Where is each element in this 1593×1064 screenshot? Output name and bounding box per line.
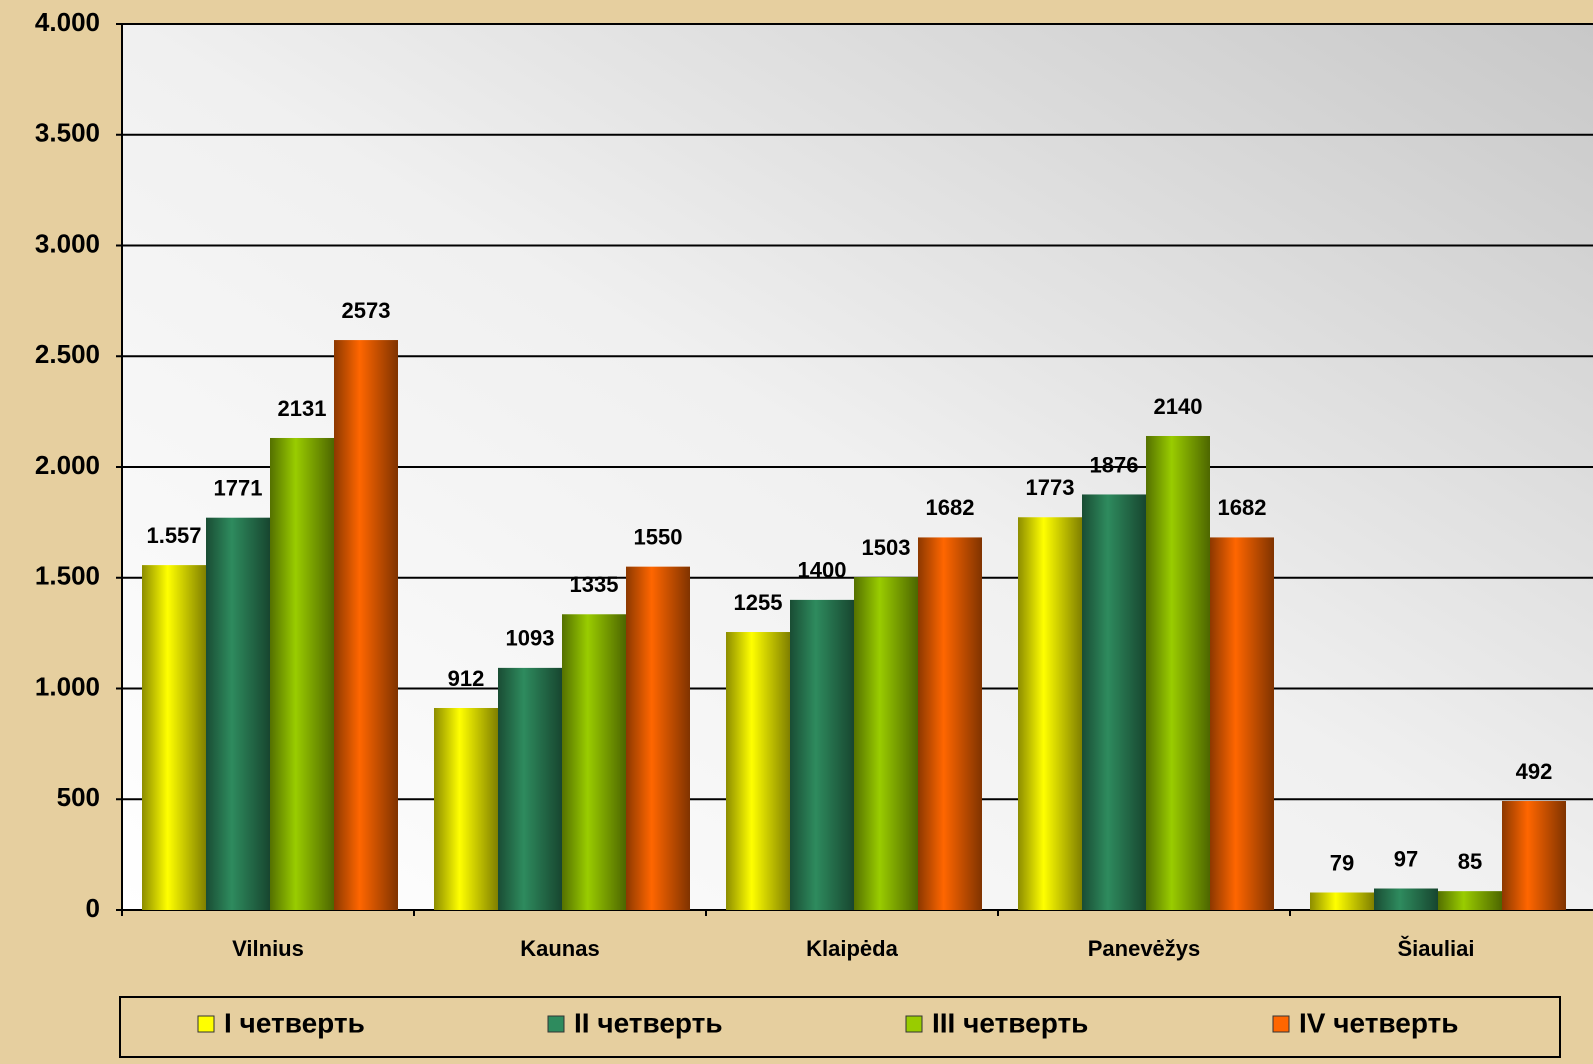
x-tick-label: Kaunas xyxy=(520,936,599,961)
legend-swatch xyxy=(1272,1015,1290,1033)
data-label: 85 xyxy=(1458,849,1482,874)
bar-shade xyxy=(498,667,562,910)
bar-shade xyxy=(270,437,334,910)
data-label: 1255 xyxy=(734,590,783,615)
legend-swatch xyxy=(905,1015,923,1033)
data-label: 1503 xyxy=(862,535,911,560)
bar-shade xyxy=(1082,494,1146,910)
bar-shade xyxy=(1502,801,1566,910)
x-tick-label: Klaipėda xyxy=(806,936,898,961)
x-tick-label: Panevėžys xyxy=(1088,936,1201,961)
legend-box xyxy=(119,996,1561,1058)
data-label: 1771 xyxy=(214,476,263,501)
data-label: 2140 xyxy=(1154,394,1203,419)
bar-shade xyxy=(1438,891,1502,910)
data-label: 1400 xyxy=(798,558,847,583)
bar-shade xyxy=(434,707,498,910)
y-tick-label: 4.000 xyxy=(35,7,100,37)
legend-swatch xyxy=(197,1015,215,1033)
bar-shade xyxy=(1210,537,1274,910)
bar-shade xyxy=(790,599,854,910)
legend-label: IV четверть xyxy=(1299,1007,1458,1038)
bar-shade xyxy=(142,565,206,910)
data-label: 2131 xyxy=(278,396,327,421)
bar-shade xyxy=(626,566,690,910)
data-label: 1876 xyxy=(1090,452,1139,477)
data-label: 1093 xyxy=(506,626,555,651)
bar-shade xyxy=(1018,517,1082,910)
y-tick-label: 500 xyxy=(57,782,100,812)
data-label: 2573 xyxy=(342,298,391,323)
data-label: 1550 xyxy=(634,524,683,549)
y-tick-label: 1.500 xyxy=(35,561,100,591)
data-label: 1.557 xyxy=(146,523,201,548)
data-label: 1682 xyxy=(1218,495,1267,520)
y-tick-label: 1.000 xyxy=(35,671,100,701)
legend-label: I четверть xyxy=(224,1007,365,1038)
data-label: 1773 xyxy=(1026,475,1075,500)
data-label: 1682 xyxy=(926,495,975,520)
legend-swatch xyxy=(547,1015,565,1033)
x-tick-label: Šiauliai xyxy=(1397,936,1474,961)
bar-shade xyxy=(562,614,626,910)
bar-shade xyxy=(1146,435,1210,910)
data-label: 1335 xyxy=(570,572,619,597)
y-tick-label: 0 xyxy=(86,893,100,923)
legend-label: II четверть xyxy=(574,1007,723,1038)
data-label: 97 xyxy=(1394,846,1418,871)
y-tick-label: 3.000 xyxy=(35,228,100,258)
x-tick-label: Vilnius xyxy=(232,936,304,961)
data-label: 492 xyxy=(1516,759,1553,784)
data-label: 912 xyxy=(448,666,485,691)
bar-shade xyxy=(1374,888,1438,910)
bar-shade xyxy=(206,517,270,910)
bar-shade xyxy=(726,632,790,910)
y-tick-label: 3.500 xyxy=(35,118,100,148)
y-tick-label: 2.000 xyxy=(35,450,100,480)
bar-shade xyxy=(854,577,918,910)
bar-shade xyxy=(1310,892,1374,910)
bar-shade xyxy=(334,340,398,910)
bar-shade xyxy=(918,537,982,910)
legend-label: III четверть xyxy=(932,1007,1088,1038)
y-tick-label: 2.500 xyxy=(35,339,100,369)
data-label: 79 xyxy=(1330,850,1354,875)
